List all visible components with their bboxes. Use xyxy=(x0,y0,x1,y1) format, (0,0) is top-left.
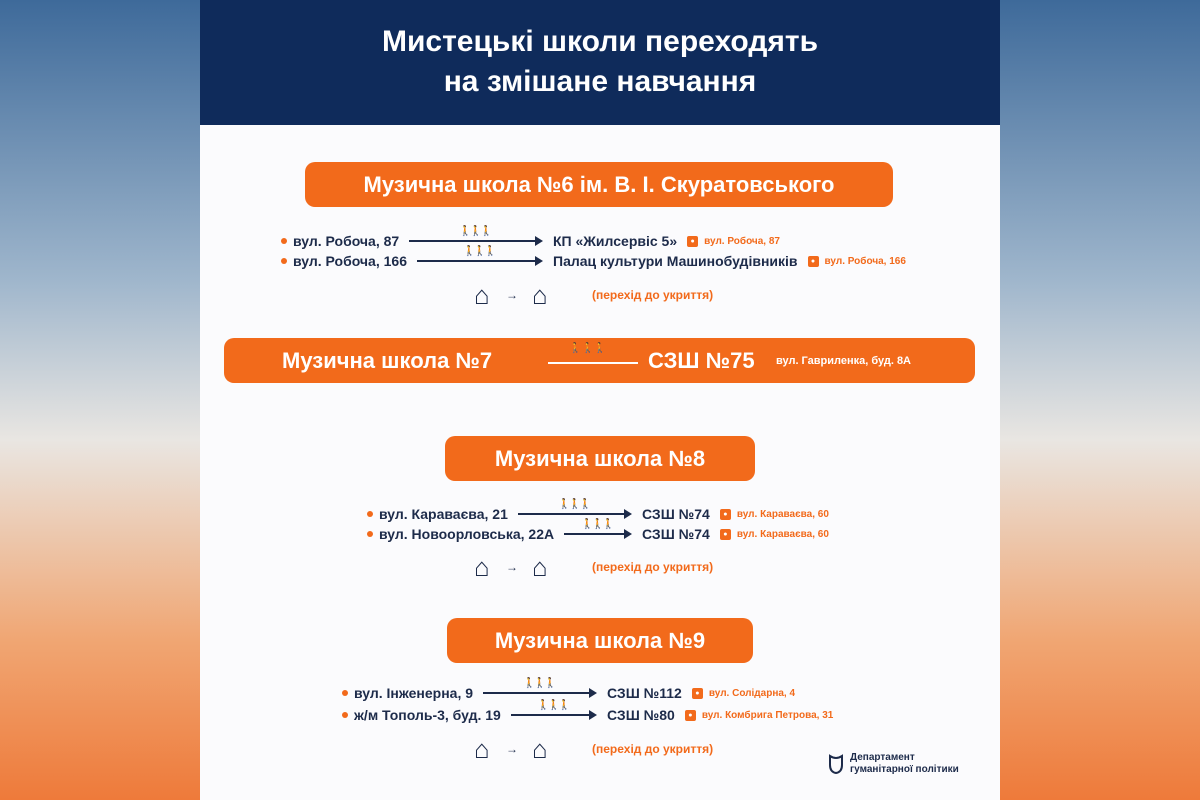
route-row: вул. Караваєва, 21 🚶🚶🚶 СЗШ №74 ● вул. Ка… xyxy=(367,499,829,523)
destination-address: вул. Комбрига Петрова, 31 xyxy=(701,709,834,721)
arrow-icon: → xyxy=(506,288,518,302)
walking-people-icon: 🚶🚶🚶 xyxy=(537,700,570,711)
route-row: ж/м Тополь-3, буд. 19 🚶🚶🚶 СЗШ №80 ● вул.… xyxy=(342,700,834,724)
walking-people-icon: 🚶🚶🚶 xyxy=(581,519,614,530)
music-school-house-icon: ⌂ xyxy=(474,734,490,764)
school-name: Музична школа №7 xyxy=(282,347,493,373)
location-pin-icon: ● xyxy=(807,255,819,267)
walking-people-icon: 🚶🚶🚶 xyxy=(558,499,591,510)
section-header-school-9: Музична школа №9 xyxy=(447,618,753,663)
infographic-card xyxy=(200,0,1000,800)
destination-address: вул. Караваєва, 60 xyxy=(736,508,829,520)
destination: СЗШ №74 xyxy=(642,506,710,522)
bullet xyxy=(367,531,373,537)
shelter-note: (перехід до укриття) xyxy=(592,560,714,574)
arrow-icon: 🚶🚶🚶 xyxy=(564,519,632,539)
logo-line-2: гуманітарної політики xyxy=(850,764,959,775)
title-line-1: Мистецькі школи переходять xyxy=(381,25,819,58)
from-address: вул. Інженерна, 9 xyxy=(354,685,474,701)
location-pin-icon: ● xyxy=(719,508,731,520)
arrow-icon: 🚶🚶🚶 xyxy=(416,246,544,266)
shelter-note: (перехід до укриття) xyxy=(592,288,714,302)
arrow-icon: 🚶🚶🚶 xyxy=(510,700,598,720)
destination-address: вул. Робоча, 87 xyxy=(704,235,780,247)
section-header-school-8: Музична школа №8 xyxy=(445,436,755,481)
destination: СЗШ №80 xyxy=(607,707,675,723)
department-logo: Департамент гуманітарної політики xyxy=(828,752,959,776)
shelter-hand-house-icon: ⌂ xyxy=(532,280,548,310)
arrow-icon xyxy=(548,362,638,364)
location-pin-icon: ● xyxy=(719,528,731,540)
section-header-school-6: Музична школа №6 ім. В. І. Скуратовськог… xyxy=(305,162,893,207)
section-header-school-7: Музична школа №7 🚶🚶🚶 СЗШ №75 вул. Гаврил… xyxy=(224,338,975,383)
walking-people-icon: 🚶🚶🚶 xyxy=(569,343,607,354)
location-pin-icon: ● xyxy=(687,235,699,247)
bullet xyxy=(367,511,373,517)
music-school-house-icon: ⌂ xyxy=(474,552,490,582)
route-row: вул. Інженерна, 9 🚶🚶🚶 СЗШ №112 ● вул. Со… xyxy=(342,678,796,702)
from-address: вул. Робоча, 166 xyxy=(293,253,407,269)
route-row: вул. Робоча, 87 🚶🚶🚶 КП «Жилсервіс 5» ● в… xyxy=(281,226,780,250)
shelter-hand-house-icon: ⌂ xyxy=(532,734,548,764)
shelter-row: ⌂ → ⌂ (перехід до укриття) xyxy=(0,734,1200,768)
destination: СЗШ №112 xyxy=(607,685,682,701)
from-address: вул. Караваєва, 21 xyxy=(379,506,508,522)
destination: КП «Жилсервіс 5» xyxy=(553,233,678,249)
destination: СЗШ №75 xyxy=(648,347,755,373)
shelter-hand-house-icon: ⌂ xyxy=(532,552,548,582)
shelter-row: ⌂ → ⌂ (перехід до укриття) xyxy=(0,552,1200,586)
bullet xyxy=(342,690,348,696)
destination-address: вул. Гавриленка, буд. 8А xyxy=(776,354,912,367)
bullet xyxy=(281,258,287,264)
shelter-row: ⌂ → ⌂ (перехід до укриття) xyxy=(0,280,1200,314)
destination: СЗШ №74 xyxy=(642,526,710,542)
destination-address: вул. Караваєва, 60 xyxy=(736,528,829,540)
logo-line-1: Департамент xyxy=(850,752,915,763)
arrow-icon: 🚶🚶🚶 xyxy=(483,678,597,698)
music-school-house-icon: ⌂ xyxy=(474,280,490,310)
arrow-icon: 🚶🚶🚶 xyxy=(409,226,543,246)
route-row: вул. Новоорловська, 22А 🚶🚶🚶 СЗШ №74 ● ву… xyxy=(367,519,829,543)
page-title: Мистецькі школи переходять на змішане на… xyxy=(200,0,1000,125)
from-address: ж/м Тополь-3, буд. 19 xyxy=(354,707,501,723)
destination: Палац культури Машинобудівників xyxy=(553,253,798,269)
location-pin-icon: ● xyxy=(684,709,696,721)
location-pin-icon: ● xyxy=(691,687,703,699)
shelter-note: (перехід до укриття) xyxy=(592,742,714,756)
route-row: вул. Робоча, 166 🚶🚶🚶 Палац культури Маши… xyxy=(281,246,906,270)
arrow-icon: → xyxy=(506,560,518,574)
from-address: вул. Робоча, 87 xyxy=(293,233,400,249)
bullet xyxy=(342,712,348,718)
walking-people-icon: 🚶🚶🚶 xyxy=(463,246,496,257)
shield-icon xyxy=(829,754,843,774)
walking-people-icon: 🚶🚶🚶 xyxy=(523,678,556,689)
walking-people-icon: 🚶🚶🚶 xyxy=(459,226,492,237)
destination-address: вул. Солідарна, 4 xyxy=(708,687,796,699)
title-line-2: на змішане навчання xyxy=(443,65,757,98)
bullet xyxy=(281,238,287,244)
arrow-icon: 🚶🚶🚶 xyxy=(517,499,633,519)
destination-address: вул. Робоча, 166 xyxy=(824,255,906,267)
from-address: вул. Новоорловська, 22А xyxy=(379,526,555,542)
arrow-icon: → xyxy=(506,742,518,756)
